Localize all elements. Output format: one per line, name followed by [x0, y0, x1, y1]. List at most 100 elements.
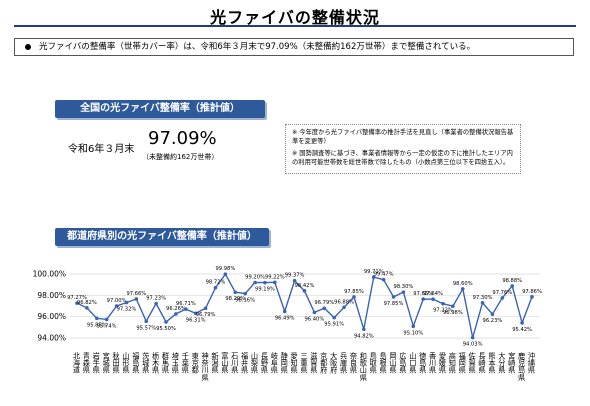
x-tick-label: 岐阜県: [270, 351, 279, 374]
x-tick-label: 宮崎県: [508, 351, 517, 374]
x-tick-label: 大阪府: [330, 351, 339, 374]
data-point: [292, 278, 297, 283]
x-tick-label: 栃木県: [152, 351, 161, 374]
slide-title: 光ファイバの整備状況: [210, 8, 380, 27]
chart-title: 都道府県別の光ファイバ整備率（推計値）: [55, 228, 269, 246]
x-tick-label: 京都府: [320, 351, 329, 374]
title-underline: [14, 25, 576, 27]
data-label: 95.42%: [512, 327, 532, 333]
x-tick-label: 福島県: [132, 351, 141, 374]
x-tick-label: 香川県: [429, 351, 438, 374]
x-tick-label: 和歌山県: [359, 351, 368, 382]
data-point: [391, 295, 396, 299]
x-tick-label: 愛媛県: [438, 351, 447, 374]
data-point: [510, 284, 515, 288]
x-tick-label: 宮城県: [102, 351, 111, 374]
data-label: 97.30%: [473, 295, 493, 301]
x-tick-label: 山口県: [409, 351, 418, 374]
data-point: [401, 290, 406, 294]
data-point: [104, 317, 109, 322]
y-tick-label: 94.00%: [37, 334, 66, 343]
data-point: [273, 280, 277, 285]
data-label: 96.23%: [483, 318, 503, 324]
x-tick-label: 滋賀県: [310, 351, 319, 374]
data-label: 98.88%: [502, 278, 522, 284]
data-point: [322, 306, 327, 311]
data-label: 97.64%: [423, 291, 443, 297]
data-label: 94.03%: [463, 342, 483, 348]
data-label: 99.47%: [374, 272, 394, 278]
data-label: 95.50%: [156, 326, 176, 332]
data-label: 97.22%: [433, 308, 453, 314]
data-label: 98.42%: [295, 283, 315, 289]
data-point: [75, 301, 79, 305]
x-tick-label: 青森県: [82, 351, 91, 374]
data-point: [371, 275, 376, 279]
x-tick-label: 山梨県: [251, 351, 260, 374]
data-label: 98.30%: [394, 284, 414, 290]
data-point: [114, 304, 119, 308]
data-point: [480, 301, 485, 305]
data-point: [381, 277, 386, 282]
data-label: 97.76%: [492, 290, 512, 296]
data-label: 99.98%: [215, 266, 235, 272]
data-point: [500, 296, 505, 300]
x-tick-label: 福井県: [241, 351, 250, 374]
data-point: [431, 297, 435, 301]
x-tick-label: 愛知県: [290, 351, 299, 374]
x-tick-label: 鹿児島県: [518, 351, 527, 382]
x-tick-label: 埼玉県: [171, 351, 180, 374]
y-tick-label: 100.00%: [33, 270, 66, 279]
bullet: [25, 43, 31, 50]
data-point: [184, 307, 188, 311]
data-label: 96.71%: [176, 301, 196, 307]
x-tick-label: 岡山県: [389, 352, 398, 375]
data-point: [342, 305, 346, 310]
x-tick-label: 茨城県: [142, 351, 151, 374]
data-point: [243, 291, 247, 296]
x-tick-label: 北海道: [73, 352, 82, 375]
data-label: 96.40%: [305, 316, 325, 322]
data-label: 97.65%: [413, 291, 433, 297]
data-label: 98.29%: [225, 296, 245, 302]
data-label: 97.23%: [146, 296, 166, 302]
data-point: [144, 319, 149, 324]
x-tick-label: 熊本県: [488, 351, 497, 374]
x-tick-label: 長崎県: [478, 352, 487, 375]
data-label: 97.27%: [67, 295, 87, 301]
data-point: [164, 320, 168, 324]
data-label: 96.79%: [314, 300, 334, 306]
summary-text: 光ファイバの整備率（世帯カバー率）は、令和6年３月末で97.09%（未整備約16…: [39, 42, 476, 52]
data-point: [520, 321, 524, 325]
data-point: [460, 287, 465, 291]
data-label: 95.85%: [87, 322, 107, 328]
x-tick-label: 兵庫県: [340, 351, 349, 374]
data-point: [490, 312, 495, 317]
x-tick-label: 沖縄県: [528, 351, 537, 374]
data-label: 95.91%: [324, 322, 344, 328]
date: 令和6年３月末: [68, 144, 135, 155]
data-label: 95.74%: [97, 323, 117, 329]
unserved-note: （未整備約162万世帯）: [142, 153, 219, 161]
x-tick-label: 山形県: [122, 351, 131, 374]
x-tick-label: 岩手県: [92, 351, 101, 374]
data-label: 97.66%: [126, 291, 146, 297]
data-point: [263, 280, 267, 285]
data-point: [213, 285, 218, 290]
data-label: 99.37%: [285, 273, 305, 279]
x-tick-label: 秋田県: [112, 351, 121, 374]
data-point: [312, 310, 317, 315]
section-heading: 全国の光ファイバ整備率（推計値）: [55, 100, 265, 118]
data-point: [352, 295, 356, 299]
data-point: [470, 335, 475, 340]
data-label: 96.82%: [77, 300, 97, 306]
data-point: [223, 272, 228, 277]
data-point: [154, 301, 158, 306]
data-point: [332, 315, 336, 320]
x-tick-label: 徳島県: [419, 351, 428, 374]
note: ※ 国勢調査等に基づき、事業者情報等から一定の仮定の下に推計したエリア内の利用可…: [292, 150, 513, 166]
x-tick-label: 島根県: [379, 351, 388, 374]
note: ※ 今年度から光ファイバ整備率の推計手法を見直し（事業者の整備状況報告基準を変更…: [292, 129, 514, 145]
data-point: [362, 327, 366, 332]
x-tick-label: 群馬県: [162, 351, 171, 374]
